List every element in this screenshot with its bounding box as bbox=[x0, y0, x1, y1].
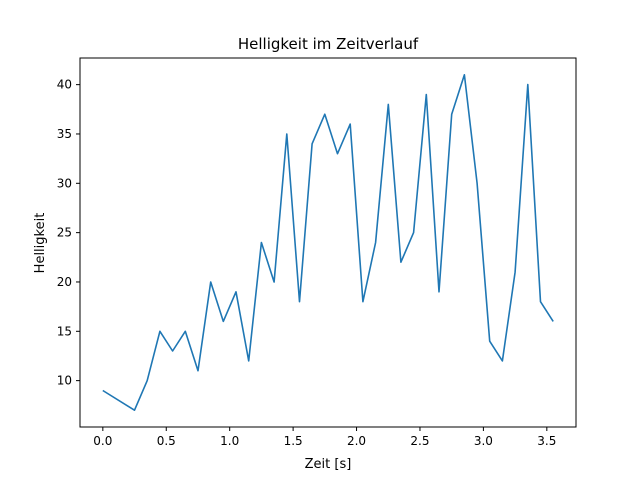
x-tick-label: 2.0 bbox=[347, 434, 366, 448]
x-tick-label: 2.5 bbox=[410, 434, 429, 448]
x-axis: 0.0 0.5 1.0 1.5 2.0 2.5 3.0 3.5 bbox=[93, 427, 556, 448]
x-tick-label: 0.0 bbox=[93, 434, 112, 448]
chart-title: Helligkeit im Zeitverlauf bbox=[238, 35, 419, 53]
x-axis-label: Zeit [s] bbox=[305, 457, 352, 472]
x-tick-label: 1.5 bbox=[284, 434, 303, 448]
y-axis: 10 15 20 25 30 35 40 bbox=[57, 78, 80, 388]
x-tick-label: 3.0 bbox=[474, 434, 493, 448]
x-tick-label: 0.5 bbox=[157, 434, 176, 448]
y-axis-label: Helligkeit bbox=[33, 213, 48, 274]
plot-frame bbox=[79, 57, 577, 428]
x-tick-label: 1.0 bbox=[220, 434, 239, 448]
y-tick-label: 40 bbox=[57, 78, 72, 92]
y-tick-label: 20 bbox=[57, 275, 72, 289]
series-line bbox=[102, 74, 554, 412]
y-tick-label: 30 bbox=[57, 176, 72, 190]
y-tick-label: 35 bbox=[57, 127, 72, 141]
y-tick-label: 25 bbox=[57, 226, 72, 240]
y-tick-label: 15 bbox=[57, 324, 72, 338]
y-tick-label: 10 bbox=[57, 374, 72, 388]
x-tick-label: 3.5 bbox=[537, 434, 556, 448]
